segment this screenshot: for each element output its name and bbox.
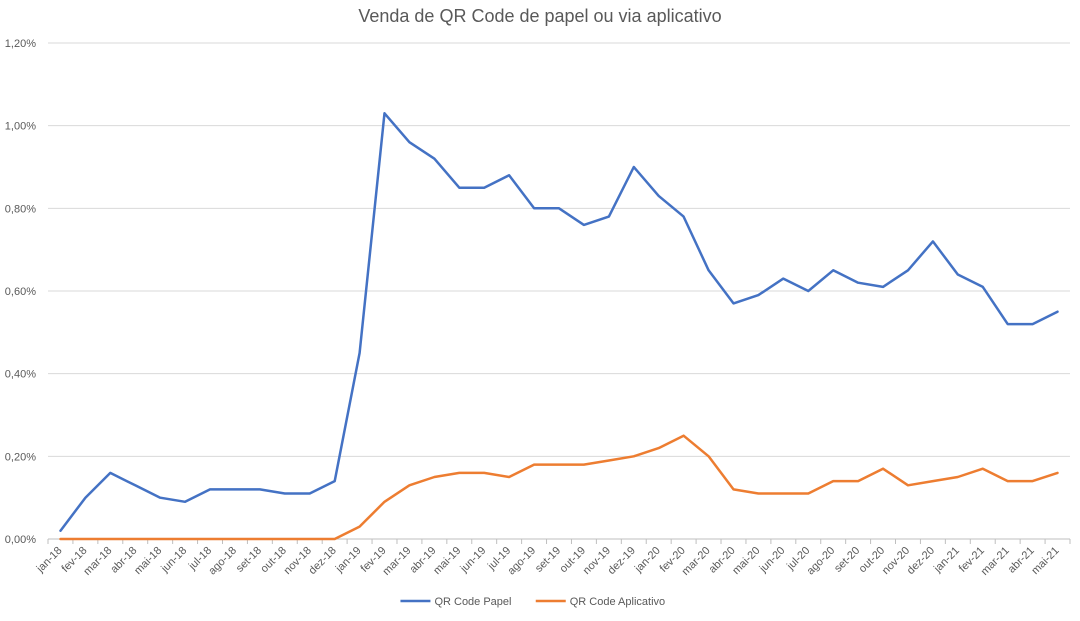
legend-label: QR Code Papel [434, 596, 511, 608]
x-tick-label: ago-18 [206, 545, 239, 578]
x-tick-label: jan-20 [632, 545, 663, 576]
x-tick-label: mar-19 [380, 545, 413, 578]
x-tick-label: set-19 [533, 545, 563, 575]
chart-title: Venda de QR Code de papel ou via aplicat… [358, 6, 722, 26]
series-line-1 [59, 112, 1059, 532]
x-tick-label: mai-19 [431, 545, 463, 577]
x-tick-label: mai-21 [1029, 545, 1061, 577]
legend-label: QR Code Aplicativo [570, 596, 665, 608]
legend: QR Code Papel QR Code Aplicativo [400, 596, 665, 608]
x-tick-label: ago-19 [506, 545, 539, 578]
x-tick-label: jun-19 [458, 545, 489, 576]
x-tick-label: mar-18 [81, 545, 114, 578]
y-tick-label: 1,00% [5, 121, 36, 133]
y-tick-label: 0,00% [5, 534, 36, 546]
x-tick-label: ago-20 [805, 545, 838, 578]
y-tick-label: 0,80% [5, 203, 36, 215]
y-tick-label: 0,40% [5, 369, 36, 381]
y-tick-label: 0,20% [5, 451, 36, 463]
x-tick-label: set-20 [832, 545, 862, 575]
x-tick-label: mar-20 [680, 545, 713, 578]
x-tick-label: jan-19 [333, 545, 364, 576]
legend-item-1: QR Code Papel [400, 596, 511, 608]
x-tick-label: set-18 [234, 545, 264, 575]
x-tick-label: dez-19 [606, 545, 638, 577]
x-tick-label: jun-20 [757, 545, 788, 576]
x-tick-label: mar-21 [979, 545, 1012, 578]
x-tick-label: jun-18 [158, 545, 189, 576]
axes: 0,00% 0,20% 0,40% 0,60% 0,80% 1,00% 1,20% jan-1… [5, 38, 1071, 578]
legend-item-2: QR Code Aplicativo [535, 596, 665, 608]
y-tick-label: 1,20% [5, 38, 36, 50]
gridlines [48, 42, 1070, 457]
x-tick-label: dez-18 [307, 545, 339, 577]
x-tick-label: jan-18 [34, 545, 65, 576]
x-tick-label: jan-21 [931, 545, 962, 576]
x-tick-label: mai-18 [132, 545, 164, 577]
x-tick-label: mai-20 [730, 545, 762, 577]
series-lines [59, 112, 1059, 541]
y-tick-label: 0,60% [5, 286, 36, 298]
x-tick-label: dez-20 [905, 545, 937, 577]
series-line-2 [59, 434, 1059, 541]
